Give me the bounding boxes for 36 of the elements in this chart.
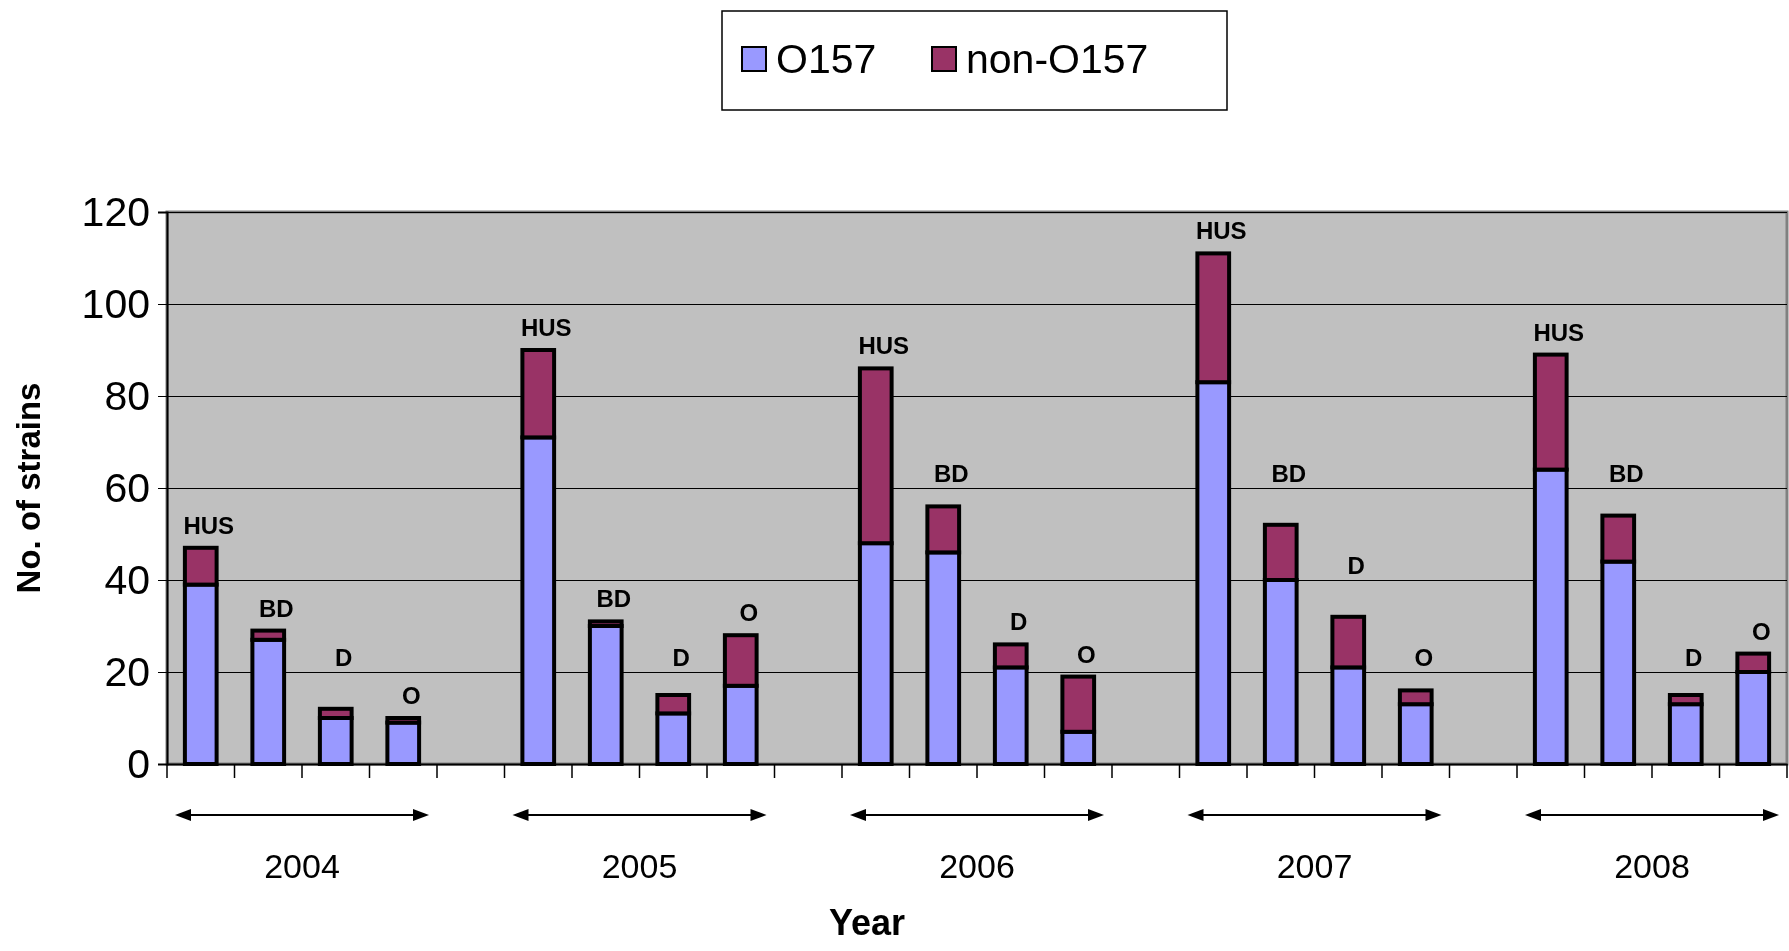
y-tick-label: 60 bbox=[104, 464, 150, 511]
y-tick-label: 40 bbox=[104, 556, 150, 603]
text: 2005 bbox=[601, 847, 678, 885]
x-axis-title: Year bbox=[828, 902, 906, 943]
text: 2004 bbox=[264, 847, 340, 885]
y-tick-label: 20 bbox=[104, 648, 150, 695]
text: 2008 bbox=[1614, 847, 1690, 885]
y-tick-label: 80 bbox=[104, 372, 150, 419]
y-tick-label: 120 bbox=[81, 188, 150, 235]
data-label: HUS bbox=[1533, 318, 1585, 346]
y-tick-label: 0 bbox=[127, 740, 150, 787]
data-label: D bbox=[1347, 552, 1365, 579]
text: 2007 bbox=[1276, 847, 1353, 885]
y-axis-title: No. of strains bbox=[10, 382, 47, 594]
data-label: BD bbox=[1271, 460, 1307, 487]
data-label: D bbox=[1685, 644, 1703, 671]
data-label: HUS bbox=[183, 511, 235, 539]
data-label: O bbox=[401, 682, 421, 709]
text: 2006 bbox=[939, 847, 1015, 885]
data-label: BD bbox=[596, 585, 632, 613]
data-label: BD bbox=[1608, 460, 1644, 487]
data-label: O bbox=[1076, 640, 1096, 668]
data-label: O bbox=[1414, 644, 1434, 671]
data-label: D bbox=[335, 644, 353, 671]
data-label: O bbox=[1751, 617, 1771, 645]
data-label: HUS bbox=[858, 332, 910, 360]
legend-label: O157 bbox=[776, 36, 877, 83]
legend-label: non-O157 bbox=[966, 36, 1149, 83]
data-label: HUS bbox=[1195, 217, 1247, 245]
data-label: BD bbox=[258, 594, 294, 622]
data-label: BD bbox=[933, 460, 969, 487]
y-tick-label: 100 bbox=[81, 280, 150, 327]
data-label: D bbox=[672, 644, 690, 671]
data-label: D bbox=[1010, 608, 1028, 636]
data-label: HUS bbox=[520, 314, 572, 341]
data-label: O bbox=[739, 599, 759, 627]
